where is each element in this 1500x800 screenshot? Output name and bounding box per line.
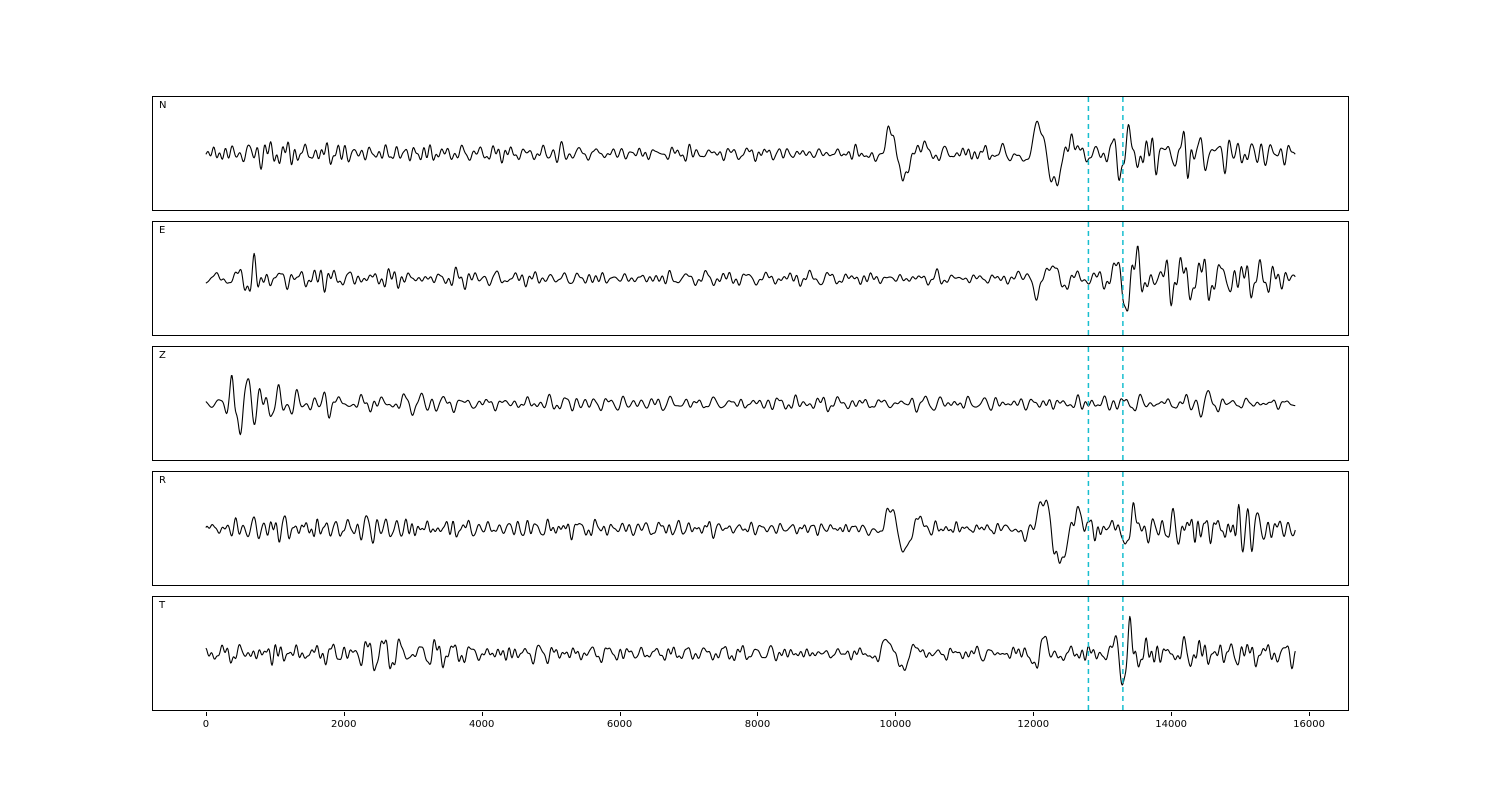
x-tick-label: 10000 — [879, 719, 912, 730]
x-tick-label: 8000 — [744, 719, 771, 730]
x-tick-mark — [1033, 712, 1035, 716]
x-tick-label: 16000 — [1293, 719, 1325, 730]
x-tick-mark — [343, 712, 345, 716]
trace-panel-n: N — [152, 96, 1349, 211]
x-tick-label: 2000 — [331, 719, 357, 730]
x-tick-mark — [205, 712, 207, 716]
x-tick-mark — [895, 712, 897, 716]
trace-label-t: T — [159, 600, 166, 611]
x-tick-mark — [619, 712, 621, 716]
x-tick-label: 0 — [202, 719, 210, 730]
trace-panel-t: T — [152, 596, 1349, 711]
waveform-canvas-n — [153, 97, 1348, 210]
x-tick-mark — [1171, 712, 1173, 716]
waveform-canvas-e — [153, 222, 1348, 335]
x-tick-label: 6000 — [606, 719, 633, 730]
x-axis: 0 2000 4000 6000 8000 10000 12000 14000 16000 — [153, 712, 1348, 738]
x-tick-label: 12000 — [1017, 719, 1050, 730]
trace-label-n: N — [159, 100, 167, 111]
x-tick-label: 14000 — [1155, 719, 1188, 730]
x-tick-mark — [481, 712, 483, 716]
trace-label-r: R — [159, 475, 166, 486]
trace-label-e: E — [159, 225, 166, 236]
x-tick-mark — [1309, 712, 1311, 716]
trace-label-z: Z — [159, 350, 166, 361]
x-tick-mark — [757, 712, 759, 716]
x-tick-label: 4000 — [468, 719, 495, 730]
waveform-canvas-r — [153, 472, 1348, 585]
trace-panel-z: Z — [152, 346, 1349, 461]
waveform-canvas-t — [153, 597, 1348, 710]
trace-panel-r: R — [152, 471, 1349, 586]
trace-panel-e: E — [152, 221, 1349, 336]
waveform-canvas-z — [153, 347, 1348, 460]
